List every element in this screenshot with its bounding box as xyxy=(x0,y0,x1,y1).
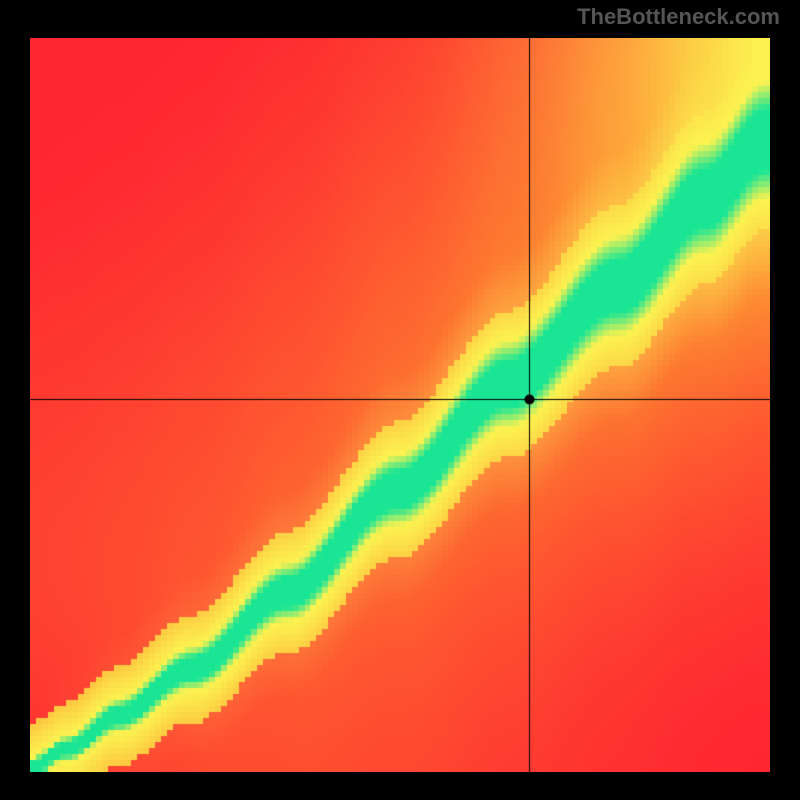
heatmap-canvas xyxy=(30,38,770,772)
attribution-text: TheBottleneck.com xyxy=(577,4,780,30)
chart-container: TheBottleneck.com xyxy=(0,0,800,800)
plot-area xyxy=(30,38,770,772)
